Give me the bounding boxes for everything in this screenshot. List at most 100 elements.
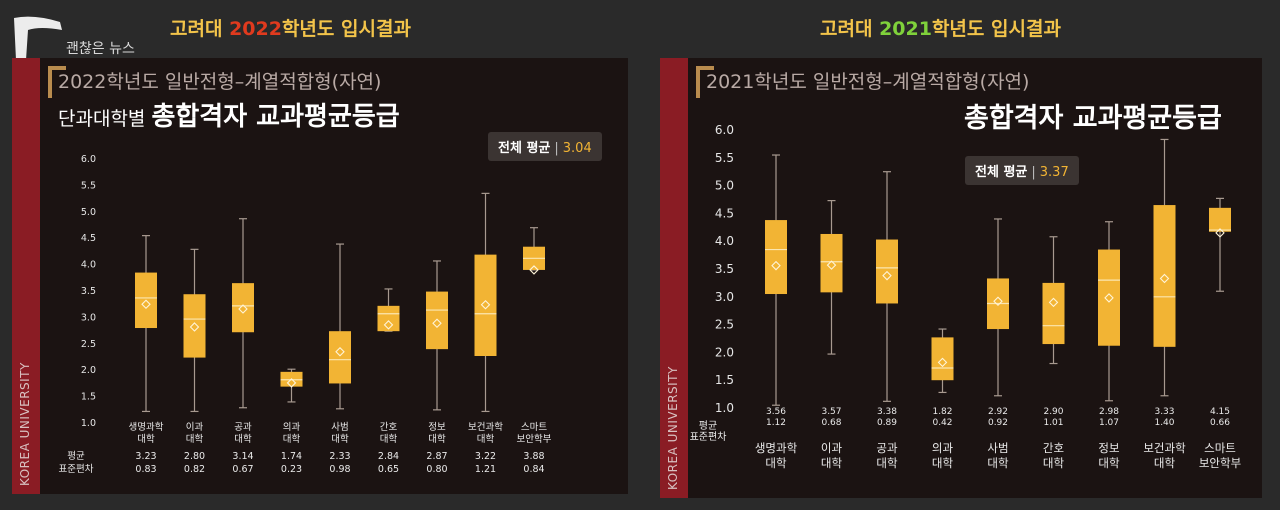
category-label: 간호 [1043,441,1064,455]
category-label: 대학 [987,456,1009,470]
box [1209,207,1231,232]
mean-value-label: 2.87 [426,451,447,462]
box [329,331,351,384]
y-tick-label: 1.5 [81,392,96,403]
box [765,220,787,295]
mean-value-label: 3.14 [232,451,253,462]
watermark-text: 괜찮은 뉴스 [66,41,135,57]
mean-value-label: 2.98 [1099,407,1119,417]
category-label: 대학 [821,456,843,470]
y-tick-label: 6.0 [715,123,734,137]
box [377,305,400,332]
mean-marker [1159,273,1170,284]
overall-average-badge: 전체 평균 | 3.04 [488,132,602,161]
mean-value-label: 4.15 [1210,407,1230,417]
category-label: 사범 [331,422,348,433]
mean-value-label: 1.74 [281,451,302,462]
y-tick-label: 3.5 [81,286,96,297]
y-tick-label: 3.5 [715,262,734,276]
box [1153,205,1176,347]
logo-icon [14,16,62,61]
mean-marker [432,318,442,329]
category-label: 간호 [380,422,398,433]
category-label: 보안학부 [517,434,552,445]
sd-value-label: 0.66 [1210,418,1230,428]
row-label-mean: 평균 [699,420,717,432]
y-tick-label: 4.5 [715,206,734,220]
mean-marker [286,378,297,388]
category-label: 대학 [380,434,398,445]
mean-value-label: 3.57 [821,407,841,417]
category-label: 대학 [932,456,954,470]
mean-marker [882,270,892,281]
y-tick-label: 3.0 [81,312,96,323]
sd-value-label: 0.67 [232,464,253,475]
mean-marker [480,300,491,310]
sd-value-label: 0.23 [281,464,302,475]
y-tick-label: 5.5 [81,180,96,191]
sd-value-label: 0.83 [135,464,156,475]
y-tick-label: 1.0 [715,401,734,415]
mean-marker [937,357,948,368]
sidebar: KOREA UNIVERSITY [660,58,688,498]
category-label: 이과 [821,441,843,455]
box [474,254,497,356]
sidebar: KOREA UNIVERSITY [12,58,40,494]
sd-value-label: 1.01 [1043,418,1063,428]
y-tick-label: 4.0 [81,260,96,271]
sd-value-label: 1.40 [1154,418,1174,428]
category-label: 대학 [477,434,495,445]
overall-average-badge: 전체 평균 | 3.37 [965,156,1079,185]
row-label-mean: 평균 [67,451,85,462]
y-tick-label: 1.0 [81,418,96,429]
panel-title: 총합격자 교과평균등급 [964,103,1222,134]
sd-value-label: 0.42 [932,418,952,428]
watermark-logo: 괜찮은 뉴스 [4,14,154,64]
y-tick-label: 1.5 [715,373,734,387]
sd-value-label: 0.92 [988,418,1008,428]
mean-marker [826,260,837,270]
category-label: 대학 [428,434,446,445]
category-label: 대학 [876,456,898,470]
mean-marker [771,260,781,271]
mean-value-label: 2.80 [184,451,205,462]
box [820,233,843,293]
category-label: 대학 [1098,456,1120,470]
mean-value-label: 3.88 [523,451,544,462]
sd-value-label: 0.65 [378,464,399,475]
mean-value-label: 2.84 [378,451,399,462]
bracket-icon [48,66,66,98]
sd-value-label: 1.07 [1099,418,1119,428]
y-tick-label: 2.0 [715,345,734,359]
sd-value-label: 0.68 [821,418,841,428]
y-tick-label: 3.0 [715,290,734,304]
category-label: 대학 [137,434,155,445]
heading-2022: 고려대 2022학년도 입시결과 [170,18,411,40]
category-label: 대학 [234,434,252,445]
mean-value-label: 3.56 [766,407,786,417]
sd-value-label: 0.80 [426,464,447,475]
mean-value-label: 2.92 [988,407,1008,417]
y-tick-label: 4.0 [715,234,734,248]
category-label: 공과 [876,441,898,455]
mean-value-label: 3.22 [475,451,496,462]
category-label: 생명과학 [755,441,798,455]
mean-value-label: 3.38 [877,407,897,417]
mean-marker [238,304,248,314]
panel-title: 단과대학별 총합격자 교과평균등급 [58,102,400,132]
bracket-icon [696,66,714,98]
category-label: 정보 [1098,441,1119,455]
mean-marker [993,296,1003,307]
category-label: 보안학부 [1199,456,1241,470]
panel-subtitle: 2022학년도 일반전형–계열적합형(자연) [58,71,382,93]
y-tick-label: 5.0 [715,179,734,193]
category-label: 보건과학 [1143,441,1186,455]
mean-marker [189,322,200,332]
mean-value-label: 2.90 [1043,407,1063,417]
mean-marker [335,346,345,357]
box [232,283,254,333]
sd-value-label: 1.21 [475,464,496,475]
row-label-sd: 표준편차 [690,431,727,443]
sd-value-label: 1.12 [766,418,786,428]
